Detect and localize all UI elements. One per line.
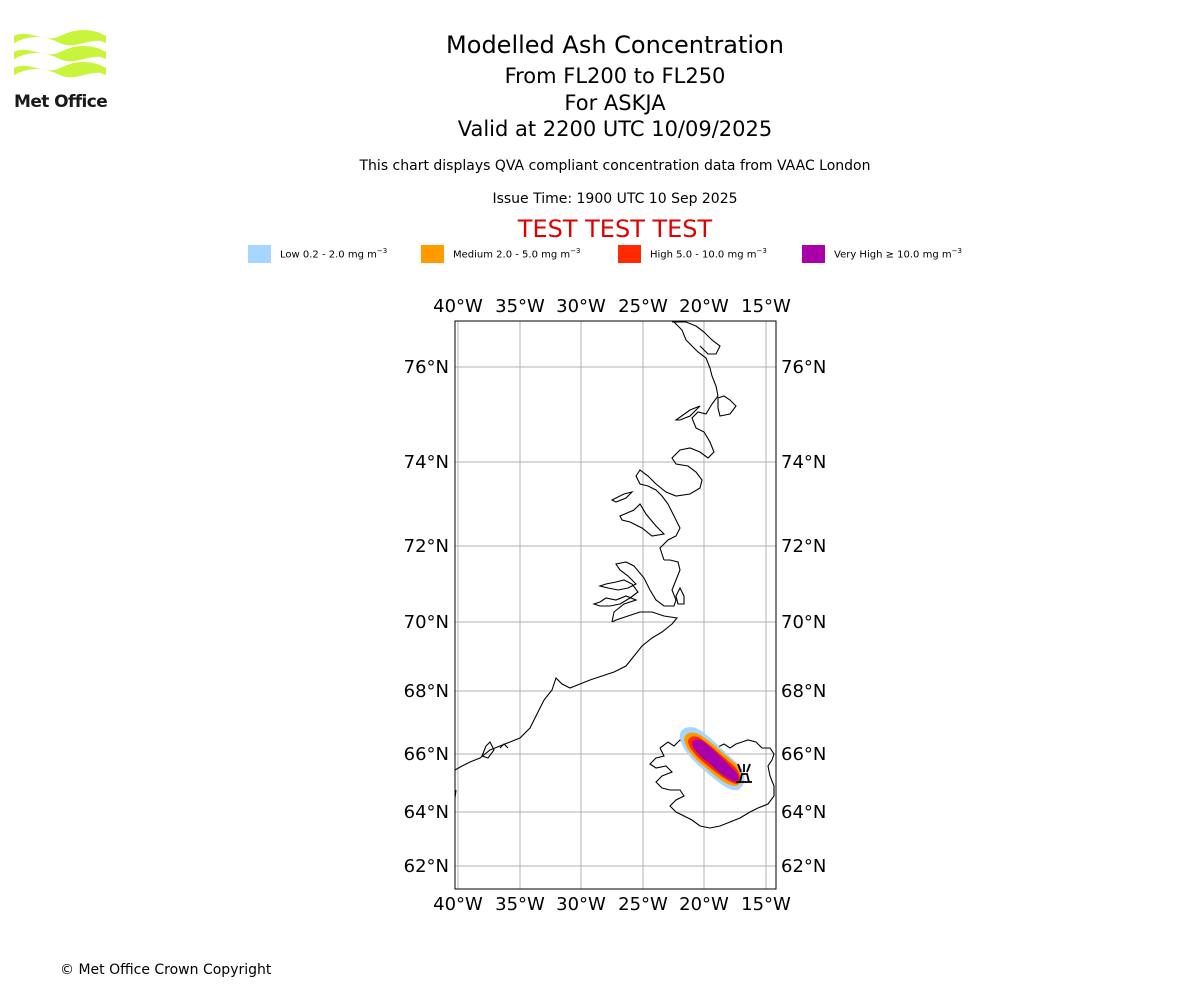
copyright-notice: © Met Office Crown Copyright	[60, 962, 272, 978]
map-frame	[454, 320, 777, 890]
lat-label: 70°N	[781, 612, 826, 633]
lat-labels-left: 76°N 74°N 72°N 70°N 68°N 66°N 64°N 62°N	[404, 357, 449, 877]
volcano-marker-icon	[736, 763, 752, 783]
lat-label: 66°N	[781, 744, 826, 765]
legend-item-medium: Medium 2.0 - 5.0 mg m−3	[421, 244, 580, 264]
chart-title: Modelled Ash Concentration	[446, 31, 784, 59]
lon-label: 30°W	[556, 296, 606, 317]
lon-label: 20°W	[679, 296, 729, 317]
map-gridlines	[455, 321, 776, 889]
legend-label-high: High 5.0 - 10.0 mg m−3	[650, 247, 767, 261]
lon-label: 40°W	[433, 296, 483, 317]
lat-label: 76°N	[781, 357, 826, 378]
lat-label: 70°N	[404, 612, 449, 633]
lat-label: 64°N	[404, 802, 449, 823]
ash-very-high	[692, 739, 739, 782]
lon-label: 30°W	[556, 894, 606, 915]
compliance-note: This chart displays QVA compliant concen…	[359, 158, 871, 174]
flight-level-subtitle: From FL200 to FL250	[504, 64, 726, 88]
legend-label-very-high: Very High ≥ 10.0 mg m−3	[834, 247, 962, 261]
lat-labels-right: 76°N 74°N 72°N 70°N 68°N 66°N 64°N 62°N	[781, 357, 826, 877]
lon-label: 20°W	[679, 894, 729, 915]
lon-label: 40°W	[433, 894, 483, 915]
lon-label: 35°W	[495, 894, 545, 915]
lat-label: 64°N	[781, 802, 826, 823]
met-office-waves-icon	[14, 30, 106, 78]
lon-label: 25°W	[618, 296, 668, 317]
legend-swatch-very-high	[802, 245, 825, 263]
lat-label: 74°N	[781, 452, 826, 473]
lat-label: 68°N	[404, 681, 449, 702]
ash-plume	[679, 727, 745, 791]
volcano-subtitle: For ASKJA	[564, 91, 666, 115]
lat-label: 72°N	[781, 536, 826, 557]
lon-label: 15°W	[741, 894, 791, 915]
lat-label: 72°N	[404, 536, 449, 557]
lon-labels-top: 40°W 35°W 30°W 25°W 20°W 15°W	[433, 296, 791, 317]
legend-label-medium: Medium 2.0 - 5.0 mg m−3	[453, 247, 581, 261]
lat-label: 74°N	[404, 452, 449, 473]
legend-item-very-high: Very High ≥ 10.0 mg m−3	[802, 244, 962, 264]
lat-label: 76°N	[404, 357, 449, 378]
logo-wordmark: Met Office	[14, 92, 108, 112]
legend-swatch-medium	[421, 245, 444, 263]
lat-label: 66°N	[404, 744, 449, 765]
lon-label: 25°W	[618, 894, 668, 915]
lat-label: 68°N	[781, 681, 826, 702]
legend-swatch-high	[618, 245, 641, 263]
test-banner: TEST TEST TEST	[517, 215, 713, 243]
legend-label-low: Low 0.2 - 2.0 mg m−3	[280, 247, 388, 261]
coastlines	[454, 321, 775, 829]
met-office-logo: Met Office	[14, 30, 108, 112]
lon-label: 35°W	[495, 296, 545, 317]
valid-time-subtitle: Valid at 2200 UTC 10/09/2025	[457, 117, 773, 141]
issue-time: Issue Time: 1900 UTC 10 Sep 2025	[492, 191, 738, 207]
lat-label: 62°N	[404, 856, 449, 877]
lon-label: 15°W	[741, 296, 791, 317]
lat-label: 62°N	[781, 856, 826, 877]
legend-item-high: High 5.0 - 10.0 mg m−3	[618, 244, 767, 264]
legend-swatch-low	[248, 245, 271, 263]
legend-item-low: Low 0.2 - 2.0 mg m−3	[248, 244, 387, 264]
lon-labels-bottom: 40°W 35°W 30°W 25°W 20°W 15°W	[433, 894, 791, 915]
